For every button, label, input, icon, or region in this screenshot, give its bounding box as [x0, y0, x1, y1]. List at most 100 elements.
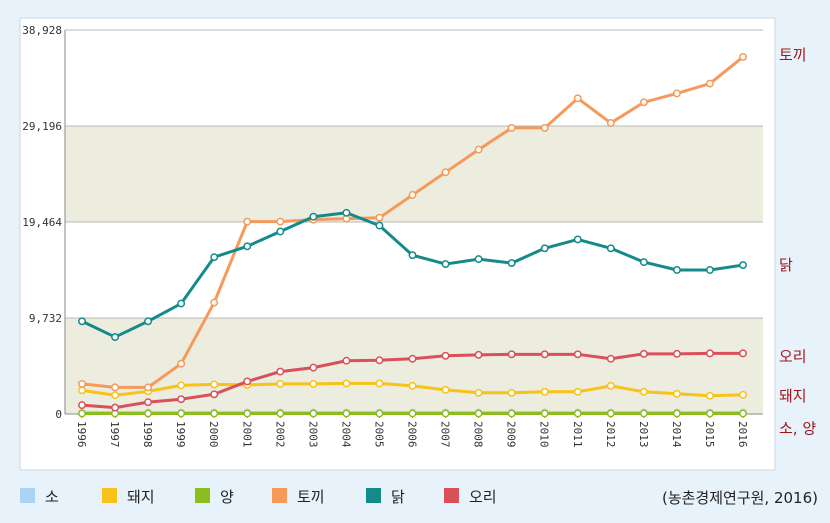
data-point [276, 217, 285, 226]
data-point [706, 79, 714, 88]
data-point [540, 387, 549, 396]
x-tick-label: 1999 [174, 421, 187, 448]
x-tick-label: 2011 [571, 421, 584, 448]
legend: 소 돼지 양 토끼 닭 오리 [20, 488, 497, 506]
data-point [342, 379, 351, 388]
data-point [672, 389, 681, 398]
data-point [78, 386, 86, 395]
data-point [408, 354, 417, 363]
data-point [210, 253, 219, 262]
x-tick-label: 2001 [240, 421, 253, 448]
data-point [144, 409, 153, 418]
data-point [507, 388, 516, 397]
data-point [739, 390, 747, 399]
data-point [408, 191, 417, 199]
data-point [639, 98, 648, 107]
legend-swatch [366, 488, 381, 503]
data-point [177, 381, 186, 390]
data-point [639, 258, 648, 267]
data-point [342, 356, 351, 365]
data-point [739, 349, 747, 358]
x-tick-label: 2010 [538, 421, 551, 448]
data-point [606, 354, 615, 363]
data-point [111, 383, 120, 392]
y-tick-label: 29,196 [22, 120, 62, 133]
x-tick-label: 2008 [472, 421, 485, 448]
legend-label: 소 [45, 488, 59, 506]
data-point [606, 381, 615, 390]
data-point [375, 213, 384, 222]
data-point [177, 409, 186, 418]
y-tick-label: 9,732 [29, 312, 62, 325]
data-point [177, 359, 186, 368]
data-point [375, 356, 384, 365]
data-point [540, 244, 549, 253]
x-tick-label: 2007 [439, 421, 452, 448]
x-tick-label: 2016 [736, 421, 749, 448]
data-point [540, 123, 549, 132]
data-point [177, 299, 186, 308]
data-point [78, 379, 86, 388]
data-point [243, 217, 252, 226]
y-tick-label: 38,928 [22, 24, 62, 37]
x-axis: 1996 1997 1998 1999 2000 2001 2002 2003 2004 2005… [75, 414, 749, 448]
data-point [672, 266, 681, 274]
end-label-소: 소, 양 [779, 420, 816, 438]
data-point [243, 409, 252, 418]
data-point [606, 244, 615, 253]
data-point [639, 409, 648, 418]
data-point [78, 409, 86, 418]
legend-swatch [195, 488, 210, 503]
data-point [606, 119, 615, 127]
data-point [672, 409, 681, 418]
data-point [706, 391, 714, 400]
data-point [672, 89, 681, 98]
data-point [739, 52, 747, 61]
data-point [78, 317, 86, 326]
data-point [276, 227, 285, 236]
data-point [408, 409, 417, 418]
x-tick-label: 2014 [670, 421, 683, 448]
legend-label: 닭 [391, 488, 405, 506]
data-point [706, 349, 714, 358]
data-point [573, 387, 582, 396]
series-닭 [78, 208, 747, 342]
data-point [111, 403, 120, 412]
legend-swatch [102, 488, 117, 503]
legend-swatch [20, 488, 35, 503]
data-point [276, 379, 285, 388]
data-point [672, 349, 681, 358]
plot-band [65, 126, 763, 222]
end-label-토끼: 토끼 [779, 46, 807, 64]
data-point [474, 350, 483, 359]
end-label-오리: 오리 [779, 347, 807, 365]
data-point [474, 255, 483, 264]
data-point [309, 409, 318, 418]
x-tick-label: 2002 [273, 421, 286, 448]
data-point [144, 317, 153, 326]
data-point [375, 221, 384, 230]
data-point [210, 390, 219, 399]
x-tick-label: 2005 [372, 421, 385, 448]
x-tick-label: 1997 [108, 421, 121, 448]
data-point [243, 242, 252, 251]
data-point [540, 409, 549, 418]
data-point [243, 377, 252, 386]
data-point [309, 379, 318, 388]
data-point [78, 401, 86, 410]
data-point [639, 387, 648, 396]
x-tick-label: 2013 [637, 421, 650, 448]
data-point [441, 409, 450, 418]
data-point [540, 350, 549, 359]
data-point [474, 409, 483, 418]
data-point [309, 363, 318, 372]
x-tick-label: 1998 [141, 421, 154, 448]
y-tick-label: 19,464 [22, 216, 62, 229]
plot-band [65, 222, 763, 318]
data-point [276, 409, 285, 418]
data-point [276, 367, 285, 376]
data-point [573, 94, 582, 103]
legend-label: 돼지 [127, 488, 155, 506]
data-point [177, 395, 186, 404]
